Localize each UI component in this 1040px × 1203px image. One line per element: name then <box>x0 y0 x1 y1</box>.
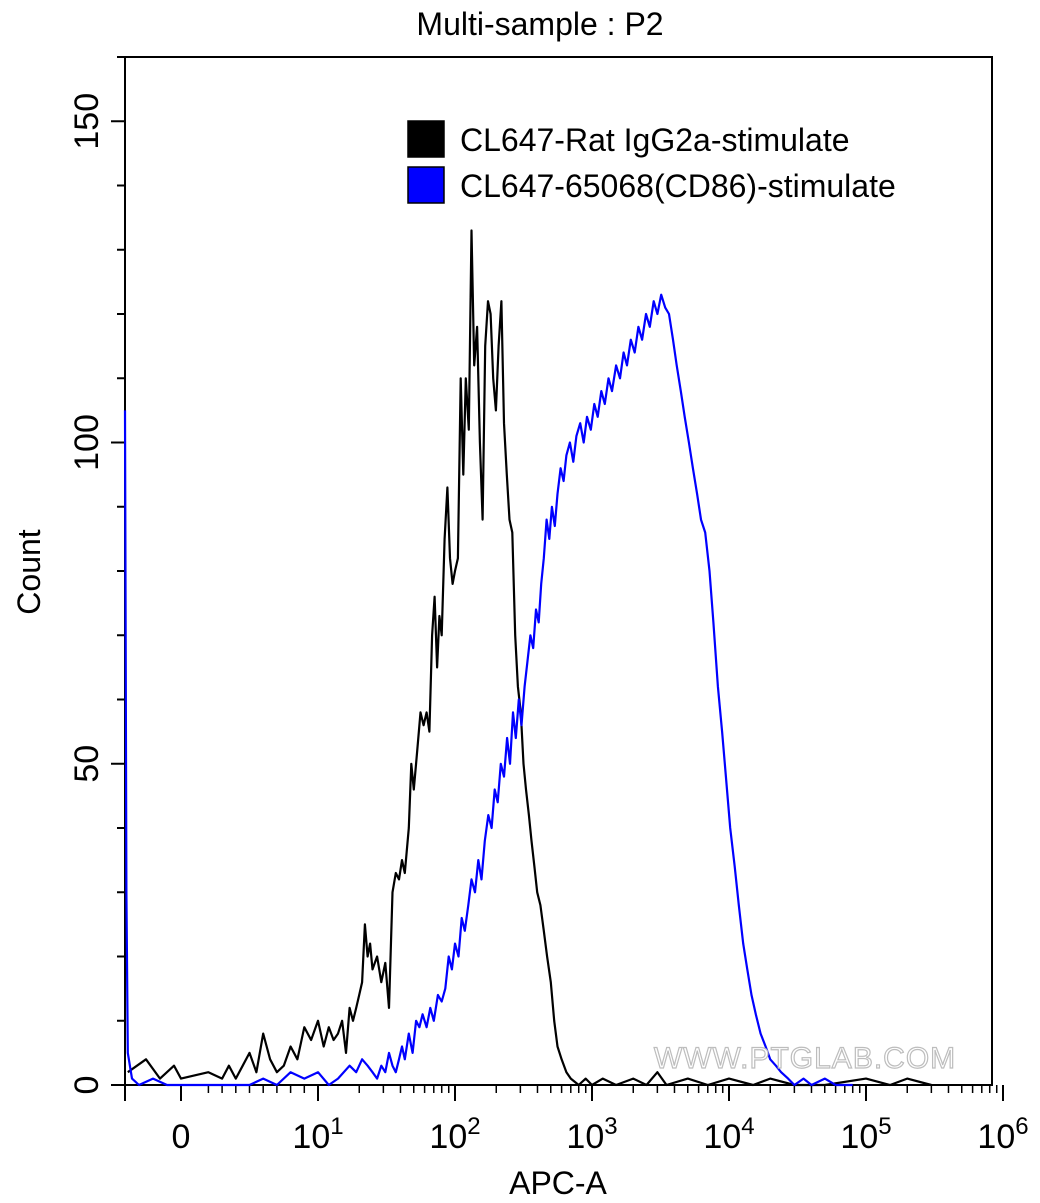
x-tick-label: 102 <box>429 1113 480 1156</box>
y-tick-label: 150 <box>68 93 106 150</box>
y-axis: 0 50 100 150 <box>68 56 125 1095</box>
y-tick-label: 50 <box>68 745 106 783</box>
legend-swatch <box>407 120 445 158</box>
legend-label: CL647-Rat IgG2a-stimulate <box>460 122 850 158</box>
y-axis-title: Count <box>11 529 47 615</box>
x-tick-label: 0 <box>172 1118 191 1156</box>
x-tick-label: 101 <box>292 1113 343 1156</box>
x-axis: 0 101 102 103 104 105 106 <box>124 1085 1029 1156</box>
x-tick-label: 105 <box>840 1113 891 1156</box>
series-layer <box>123 229 932 1087</box>
x-axis-title: APC-A <box>509 1165 607 1201</box>
series-line <box>123 293 853 1087</box>
x-tick-label: 104 <box>703 1113 754 1156</box>
y-tick-label: 0 <box>68 1076 106 1095</box>
watermark-text: WWW.PTGLAB.COM <box>654 1042 956 1075</box>
x-tick-label: 103 <box>566 1113 617 1156</box>
legend-label: CL647-65068(CD86)-stimulate <box>460 168 896 204</box>
series-line <box>127 229 932 1087</box>
plot-frame <box>124 56 993 1086</box>
chart-title: Multi-sample : P2 <box>416 6 663 42</box>
y-tick-label: 100 <box>68 414 106 471</box>
legend-swatch <box>407 166 445 204</box>
legend: CL647-Rat IgG2a-stimulate CL647-65068(CD8… <box>407 120 896 204</box>
x-tick-label: 106 <box>977 1113 1028 1156</box>
